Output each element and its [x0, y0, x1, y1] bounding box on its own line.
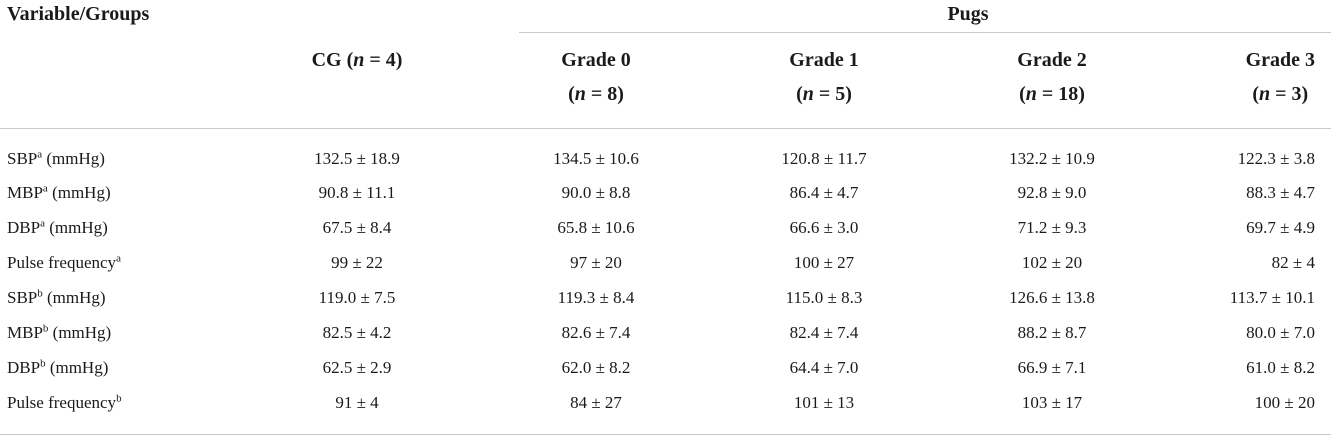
row-label: MBPa (mmHg)	[7, 182, 111, 202]
pugs-spanner-rule	[519, 32, 1331, 33]
table-cell: 113.7 ± 10.1	[1229, 288, 1315, 307]
table-cell: 84 ± 27	[570, 393, 622, 412]
table-cell: 82.6 ± 7.4	[561, 323, 631, 342]
table-cell: 64.4 ± 7.0	[789, 358, 859, 377]
table-cell: 120.8 ± 11.7	[781, 149, 867, 168]
row-label: SBPa (mmHg)	[7, 148, 105, 168]
stub-header: Variable/Groups	[7, 3, 150, 25]
table-cell: 80.0 ± 7.0	[1246, 323, 1315, 342]
table-cell: 62.0 ± 8.2	[561, 358, 631, 377]
row-label: MBPb (mmHg)	[7, 322, 112, 342]
table-cell: 69.7 ± 4.9	[1246, 218, 1315, 237]
table-cell: 100 ± 27	[793, 253, 855, 272]
table-cell: 101 ± 13	[793, 393, 855, 412]
table-cell: 88.2 ± 8.7	[1017, 323, 1087, 342]
table-cell: 66.9 ± 7.1	[1017, 358, 1087, 377]
table-cell: 132.2 ± 10.9	[1009, 149, 1095, 168]
table-cell: 122.3 ± 3.8	[1237, 149, 1315, 168]
table-cell: 65.8 ± 10.6	[557, 218, 635, 237]
table-cell: 67.5 ± 8.4	[322, 218, 392, 237]
table-cell: 99 ± 22	[331, 253, 383, 272]
col-header-grade-0: Grade 0 (n = 8)	[561, 49, 631, 105]
table-cell: 97 ± 20	[570, 253, 622, 272]
table-cell: 91 ± 4	[335, 393, 379, 412]
pugs-group-header: Pugs	[947, 3, 989, 25]
table-cell: 132.5 ± 18.9	[314, 149, 400, 168]
table-cell: 61.0 ± 8.2	[1246, 358, 1315, 377]
col-header-grade-1: Grade 1 (n = 5)	[789, 49, 859, 105]
header-bottom-rule	[0, 128, 1331, 129]
table-cell: 103 ± 17	[1021, 393, 1083, 412]
table-cell: 82 ± 4	[1271, 253, 1315, 272]
col-header-grade-3: Grade 3 (n = 3)	[1245, 49, 1315, 105]
table-cell: 119.0 ± 7.5	[318, 288, 396, 307]
table-cell: 115.0 ± 8.3	[785, 288, 863, 307]
table-cell: 82.4 ± 7.4	[789, 323, 859, 342]
table-cell: 86.4 ± 4.7	[789, 183, 859, 202]
table-cell: 88.3 ± 4.7	[1246, 183, 1315, 202]
table-cell: 102 ± 20	[1021, 253, 1083, 272]
table-cell: 90.0 ± 8.8	[561, 183, 631, 202]
table-bottom-rule	[0, 434, 1331, 435]
table-cell: 62.5 ± 2.9	[322, 358, 392, 377]
table-cell: 126.6 ± 13.8	[1009, 288, 1095, 307]
row-label: DBPb (mmHg)	[7, 357, 109, 377]
row-label: Pulse frequencyb	[7, 392, 122, 412]
row-label: DBPa (mmHg)	[7, 217, 108, 237]
row-label: Pulse frequencya	[7, 252, 121, 272]
table-cell: 90.8 ± 11.1	[318, 183, 396, 202]
table-cell: 92.8 ± 9.0	[1017, 183, 1087, 202]
row-label: SBPb (mmHg)	[7, 287, 106, 307]
table-cell: 66.6 ± 3.0	[789, 218, 859, 237]
table-cell: 100 ± 20	[1254, 393, 1315, 412]
table-cell: 134.5 ± 10.6	[553, 149, 639, 168]
col-header-grade-2: Grade 2 (n = 18)	[1017, 49, 1087, 105]
table-cell: 82.5 ± 4.2	[322, 323, 392, 342]
table-cell: 119.3 ± 8.4	[557, 288, 635, 307]
col-header-cg: CG (n = 4)	[311, 49, 403, 71]
table-cell: 71.2 ± 9.3	[1017, 218, 1087, 237]
